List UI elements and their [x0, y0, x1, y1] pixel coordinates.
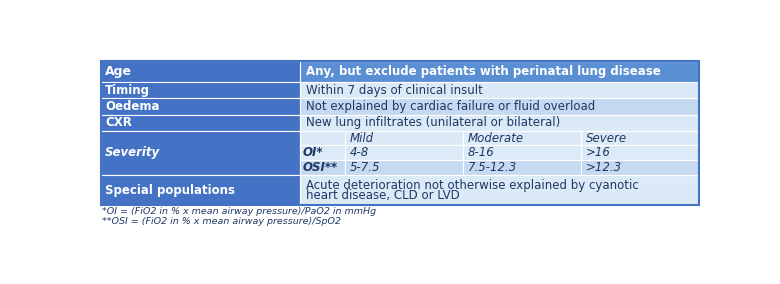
Bar: [300, 175, 699, 205]
Text: OSI**: OSI**: [303, 161, 338, 174]
Text: Severity: Severity: [105, 146, 161, 159]
Bar: [300, 82, 699, 98]
Bar: [101, 98, 300, 114]
Text: 5-7.5: 5-7.5: [349, 161, 380, 174]
Text: Timing: Timing: [105, 84, 151, 97]
Bar: [101, 61, 699, 205]
Text: **OSI = (FiO2 in % x mean airway pressure)/SpO2: **OSI = (FiO2 in % x mean airway pressur…: [102, 217, 341, 226]
Text: Moderate: Moderate: [467, 131, 523, 145]
Text: *OI = (FiO2 in % x mean airway pressure)/PaO2 in mmHg: *OI = (FiO2 in % x mean airway pressure)…: [102, 207, 376, 216]
Bar: [300, 98, 699, 114]
Bar: [581, 131, 699, 145]
Text: Severe: Severe: [586, 131, 626, 145]
Text: Age: Age: [105, 65, 133, 78]
Text: >12.3: >12.3: [586, 161, 622, 174]
Text: Any, but exclude patients with perinatal lung disease: Any, but exclude patients with perinatal…: [306, 65, 661, 78]
Text: 4-8: 4-8: [349, 146, 369, 159]
Bar: [345, 160, 463, 175]
Bar: [345, 145, 463, 160]
Text: Acute deterioration not otherwise explained by cyanotic: Acute deterioration not otherwise explai…: [306, 179, 639, 192]
Text: heart disease, CLD or LVD: heart disease, CLD or LVD: [306, 189, 459, 202]
Bar: [581, 145, 699, 160]
Text: Oedema: Oedema: [105, 100, 160, 113]
Bar: [345, 131, 463, 145]
Text: Not explained by cardiac failure or fluid overload: Not explained by cardiac failure or flui…: [306, 100, 595, 113]
Bar: [101, 131, 300, 175]
Bar: [463, 160, 581, 175]
Bar: [101, 114, 300, 131]
Bar: [101, 175, 300, 205]
Text: 8-16: 8-16: [467, 146, 495, 159]
Text: CXR: CXR: [105, 116, 132, 129]
Bar: [300, 160, 345, 175]
Bar: [581, 160, 699, 175]
Text: New lung infiltrates (unilateral or bilateral): New lung infiltrates (unilateral or bila…: [306, 116, 560, 129]
Bar: [463, 145, 581, 160]
Text: OI*: OI*: [303, 146, 324, 159]
Bar: [300, 61, 699, 82]
Bar: [300, 114, 699, 131]
Text: Mild: Mild: [349, 131, 374, 145]
Bar: [300, 131, 345, 145]
Bar: [463, 131, 581, 145]
Bar: [101, 61, 300, 82]
Text: >16: >16: [586, 146, 611, 159]
Bar: [300, 145, 345, 160]
Text: Within 7 days of clinical insult: Within 7 days of clinical insult: [306, 84, 483, 97]
Bar: [101, 82, 300, 98]
Text: Special populations: Special populations: [105, 183, 236, 197]
Text: 7.5-12.3: 7.5-12.3: [467, 161, 516, 174]
